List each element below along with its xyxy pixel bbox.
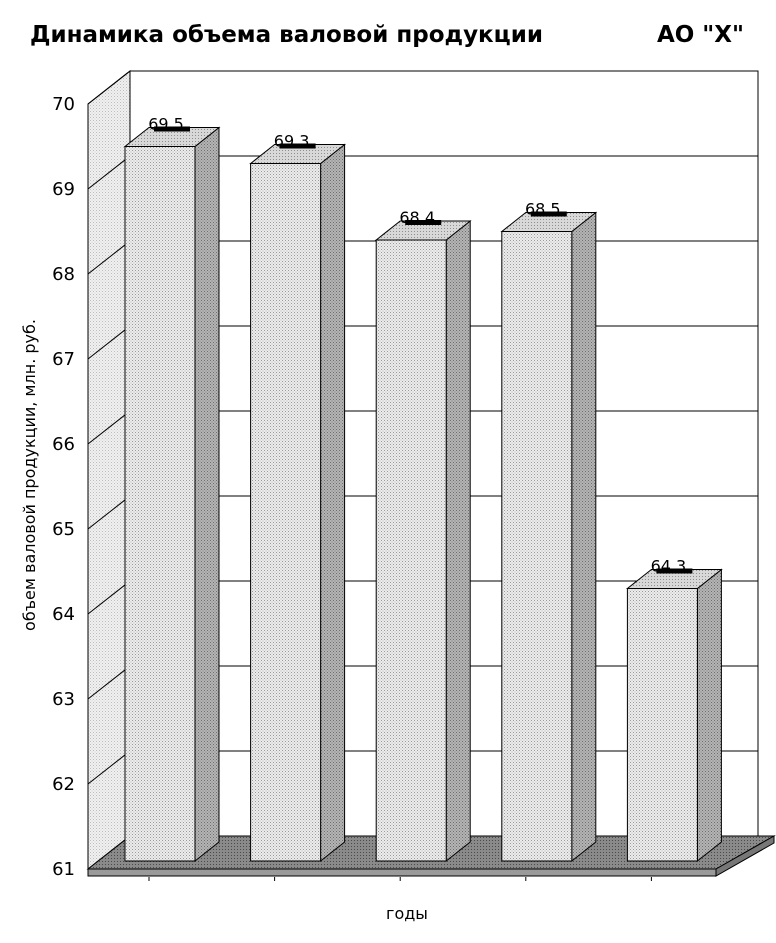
gridline-side: [87, 155, 131, 190]
y-tick-label: 62: [52, 774, 75, 795]
bar-side: [571, 211, 597, 863]
gridline-side: [87, 580, 131, 615]
data-label: 69.3: [274, 132, 310, 151]
gridline-side: [87, 325, 131, 360]
y-tick-label: 61: [52, 859, 75, 880]
bar-front: [501, 231, 573, 862]
data-label: 64.3: [651, 557, 687, 576]
x-axis-label: годы: [386, 904, 428, 923]
gridline-side: [87, 410, 131, 445]
bar: [625, 568, 723, 863]
y-tick-label: 66: [52, 434, 75, 455]
bar: [123, 126, 221, 863]
y-tick-label: 68: [52, 264, 75, 285]
gridline-side: [87, 750, 131, 785]
chart-subtitle: АО "Х": [657, 22, 744, 48]
bar: [374, 219, 472, 863]
floor-front: [87, 868, 717, 877]
y-tick-label: 64: [52, 604, 75, 625]
y-tick-label: 63: [52, 689, 75, 710]
data-label: 69.5: [148, 115, 184, 134]
bar-side: [194, 126, 220, 863]
chart-title: Динамика объема валовой продукции: [30, 22, 543, 48]
data-label-marker: [405, 220, 442, 225]
y-tick-label: 65: [52, 519, 75, 540]
x-axis-ticks: [148, 877, 652, 881]
data-label-marker: [656, 568, 693, 574]
data-label: 68.4: [399, 208, 435, 227]
gridline-side: [87, 665, 131, 700]
gridline-side: [87, 70, 131, 105]
data-label: 68.5: [525, 200, 561, 219]
bar: [500, 211, 598, 863]
gridline-side: [87, 240, 131, 275]
gridline-side: [87, 495, 131, 530]
data-label-marker: [154, 126, 190, 132]
bar-front: [375, 239, 447, 862]
data-label-marker: [530, 211, 567, 217]
bar-side: [696, 568, 722, 863]
bars: [123, 126, 723, 863]
floor-side: [715, 835, 775, 877]
bar-side: [445, 219, 471, 863]
bar-side: [320, 143, 346, 863]
bar-front: [626, 588, 698, 862]
bar-front: [250, 163, 322, 862]
y-tick-label: 69: [52, 179, 75, 200]
y-tick-label: 67: [52, 349, 75, 370]
data-labels: 69.5 69.3 68.4 68.5 64.3: [148, 115, 693, 576]
data-label-marker: [279, 143, 316, 149]
bar: [249, 143, 347, 863]
bar-front: [124, 146, 196, 862]
y-axis-label: объем валовой продукции, млн. руб.: [20, 319, 39, 631]
y-tick-label: 70: [52, 94, 75, 115]
side-wall: [87, 69, 131, 871]
y-axis-ticks: 61 62 63 64 65 66 67 68 69 70: [52, 94, 75, 880]
